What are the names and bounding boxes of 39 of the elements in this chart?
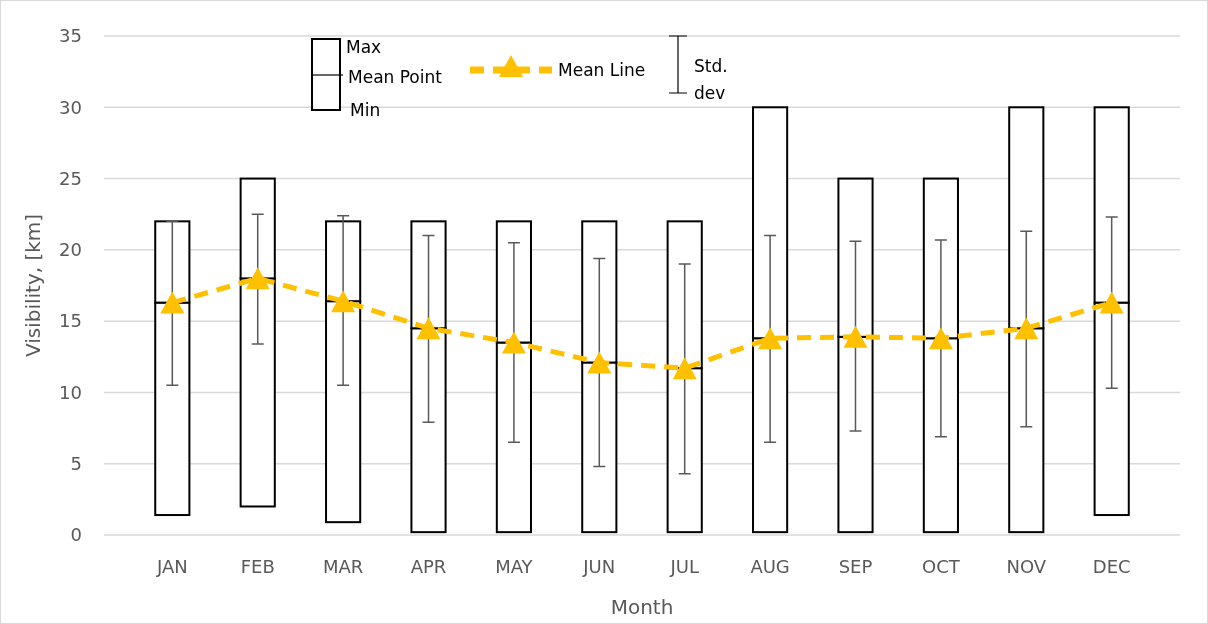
x-tick-label: JAN (155, 556, 188, 577)
x-tick-label: JUN (582, 556, 616, 577)
y-tick-label: 5 (70, 453, 82, 475)
annotation: Min (350, 100, 381, 120)
point (245, 267, 270, 290)
x-tick-label: FEB (240, 556, 275, 577)
x-axis-title: Month (610, 595, 674, 619)
point (160, 291, 185, 314)
x-tick-label: AUG (750, 556, 790, 577)
x-tick-label: DEC (1092, 556, 1131, 577)
y-tick-label: 10 (59, 381, 82, 403)
x-tick-label: SEP (838, 556, 873, 577)
point (501, 331, 526, 354)
point (928, 327, 953, 350)
legend-label: Mean Line (558, 60, 646, 80)
y-tick-label: 20 (59, 239, 82, 261)
point (416, 317, 441, 340)
point (843, 325, 868, 348)
point (758, 327, 783, 350)
x-tick-label: MAR (322, 556, 364, 577)
point (1014, 317, 1039, 340)
annotation: Max (346, 37, 382, 57)
point (1099, 291, 1124, 314)
point (672, 357, 697, 380)
y-tick-label: 15 (59, 310, 82, 332)
x-tick-label: JUL (669, 556, 699, 577)
point (331, 290, 356, 313)
y-tick-label: 35 (59, 25, 82, 47)
point (587, 351, 612, 374)
x-tick-label: NOV (1006, 556, 1047, 577)
y-tick-label: 25 (59, 167, 82, 189)
y-axis-title: Visibility, [km] (21, 213, 45, 358)
annotation: Std. dev (694, 56, 728, 103)
y-tick-label: 30 (59, 96, 82, 118)
y-tick-label: 0 (70, 524, 82, 546)
x-tick-label: MAY (495, 556, 534, 577)
annotation: Mean Point (348, 67, 443, 87)
x-tick-label: OCT (922, 556, 961, 577)
x-tick-label: APR (410, 556, 447, 577)
